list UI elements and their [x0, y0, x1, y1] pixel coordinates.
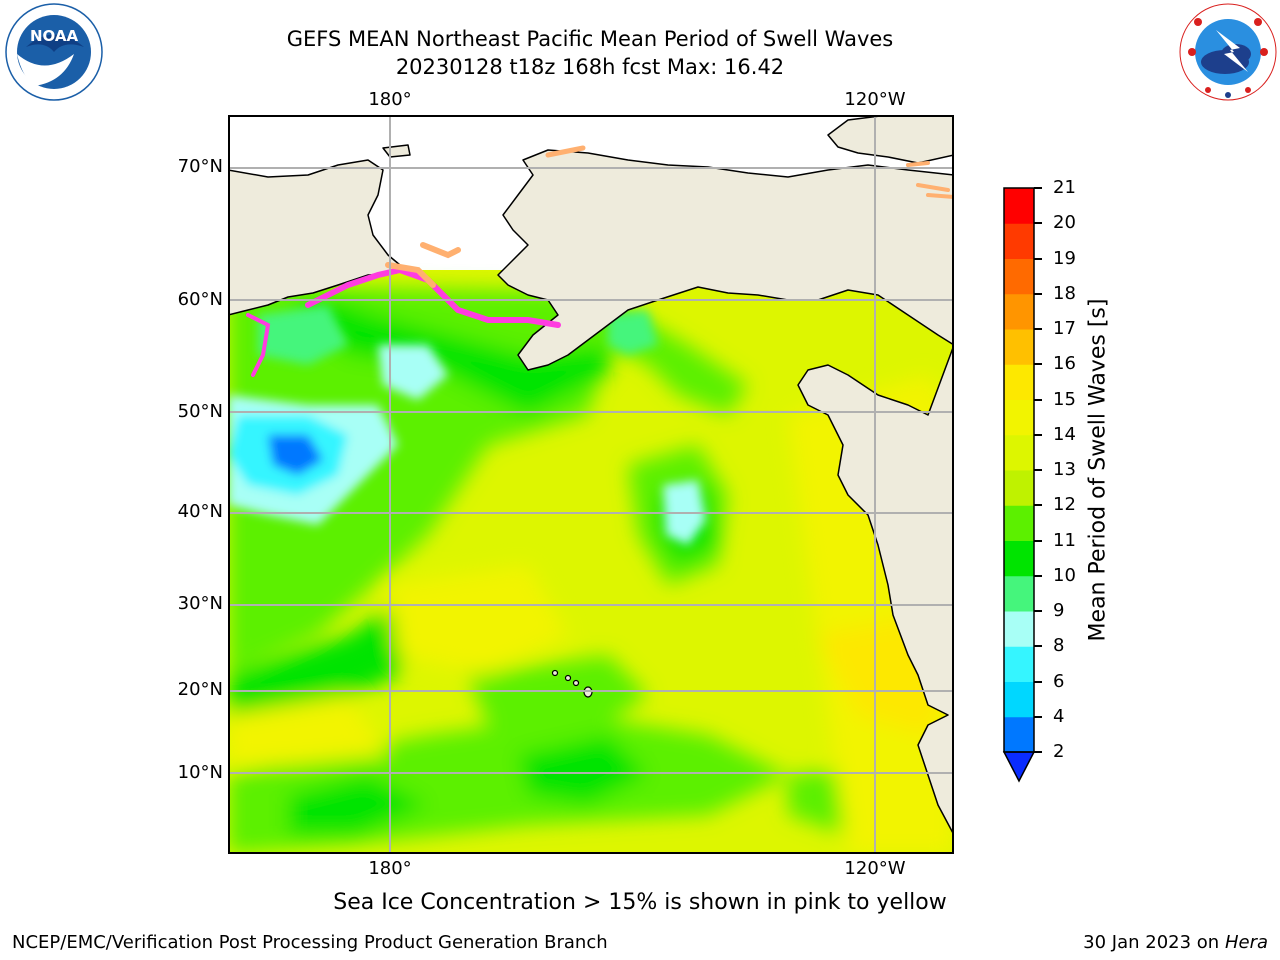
colorbar-tick-mark — [1034, 469, 1042, 471]
colorbar-tick-mark — [1034, 645, 1042, 648]
colorbar-tick-label: 2 — [1053, 741, 1065, 762]
map-title: GEFS MEAN Northeast Pacific Mean Period … — [286, 27, 894, 51]
colorbar-cell — [1004, 329, 1034, 365]
colorbar-tick-label: 9 — [1053, 600, 1065, 621]
lon-label-top-120w: 120°W — [844, 89, 906, 110]
colorbar-cell — [1004, 575, 1034, 612]
colorbar-cell — [1004, 611, 1034, 647]
footer-date-text: 30 Jan 2023 on — [1083, 932, 1220, 953]
colorbar-tick-mark — [1034, 363, 1042, 366]
sea-ice-fringe — [246, 145, 954, 377]
colorbar-tick-label: 20 — [1053, 212, 1076, 234]
map-subtitle: 20230128 t18z 168h fcst Max: 16.42 — [395, 55, 785, 79]
colorbar-cell — [1004, 646, 1034, 682]
colorbar-cell — [1004, 681, 1034, 718]
map-frame — [228, 115, 954, 854]
lat-label-50n: 50°N — [177, 401, 223, 422]
colorbar-tick-mark — [1034, 680, 1042, 683]
colorbar-tick-mark — [1034, 187, 1042, 189]
colorbar-tick-mark — [1034, 433, 1042, 436]
colorbar-tick-mark — [1034, 292, 1042, 295]
colorbar-tick-mark — [1034, 504, 1042, 507]
noaa-logo: NOAA — [4, 2, 104, 102]
lat-label-60n: 60°N — [177, 289, 223, 310]
colorbar-tick-label: 6 — [1053, 670, 1065, 692]
colorbar-tick-mark — [1034, 610, 1042, 612]
colorbar-cell — [1004, 399, 1034, 436]
colorbar-tick-mark — [1034, 222, 1042, 225]
sea-ice-caption: Sea Ice Concentration > 15% is shown in … — [333, 890, 947, 915]
colorbar-tick-mark — [1034, 539, 1042, 542]
lon-label-bottom-120w: 120°W — [844, 858, 906, 879]
colorbar-tick-label: 19 — [1053, 247, 1076, 269]
colorbar-cell — [1004, 293, 1034, 330]
landmass — [228, 115, 954, 836]
swell-period-field — [228, 270, 954, 854]
graticule — [228, 115, 954, 854]
colorbar-tick-label: 8 — [1053, 635, 1065, 657]
svg-text:NOAA: NOAA — [30, 27, 79, 45]
colorbar-tick-label: 11 — [1053, 529, 1076, 551]
lon-label-bottom-180: 180° — [368, 858, 412, 879]
lon-label-top-180: 180° — [368, 89, 412, 110]
colorbar-tick-label: 14 — [1053, 423, 1076, 445]
colorbar — [1000, 186, 1040, 784]
lat-label-30n: 30°N — [177, 593, 223, 614]
swell-period-map — [228, 115, 954, 854]
colorbar-cell — [1004, 470, 1034, 506]
colorbar-tick-label: 10 — [1053, 564, 1076, 586]
colorbar-title: Mean Period of Swell Waves [s] — [1085, 298, 1111, 642]
lat-label-10n: 10°N — [177, 762, 223, 783]
colorbar-cell — [1004, 223, 1034, 259]
colorbar-tick-mark — [1034, 574, 1042, 577]
colorbar-tick-label: 12 — [1053, 494, 1076, 516]
lat-label-20n: 20°N — [177, 679, 223, 700]
colorbar-tick-mark — [1034, 257, 1042, 260]
colorbar-cell — [1004, 188, 1034, 224]
colorbar-tick-label: 4 — [1053, 705, 1065, 727]
colorbar-cell — [1004, 258, 1034, 295]
colorbar-cell — [1004, 364, 1034, 400]
colorbar-tick-mark — [1034, 398, 1042, 401]
colorbar-tick-label: 17 — [1053, 318, 1076, 339]
lat-label-70n: 70°N — [177, 156, 223, 177]
colorbar-cell — [1004, 434, 1034, 471]
colorbar-cell — [1004, 716, 1034, 753]
colorbar-cell — [1004, 540, 1034, 577]
lat-label-40n: 40°N — [177, 501, 223, 522]
colorbar-tick-label: 15 — [1053, 388, 1076, 410]
footer-date: 30 Jan 2023 on Hera — [1083, 932, 1268, 953]
colorbar-tick-label: 18 — [1053, 282, 1076, 304]
footer-system: Hera — [1224, 932, 1268, 953]
colorbar-tick-mark — [1034, 715, 1042, 718]
colorbar-cell — [1004, 505, 1034, 541]
colorbar-tick-mark — [1034, 751, 1042, 753]
footer-branch: NCEP/EMC/Verification Post Processing Pr… — [12, 932, 608, 953]
colorbar-tick-label: 13 — [1053, 459, 1076, 480]
colorbar-tick-label: 21 — [1053, 177, 1076, 198]
colorbar-tick-mark — [1034, 328, 1042, 330]
colorbar-tick-label: 16 — [1053, 353, 1076, 375]
nws-logo — [1178, 2, 1278, 102]
